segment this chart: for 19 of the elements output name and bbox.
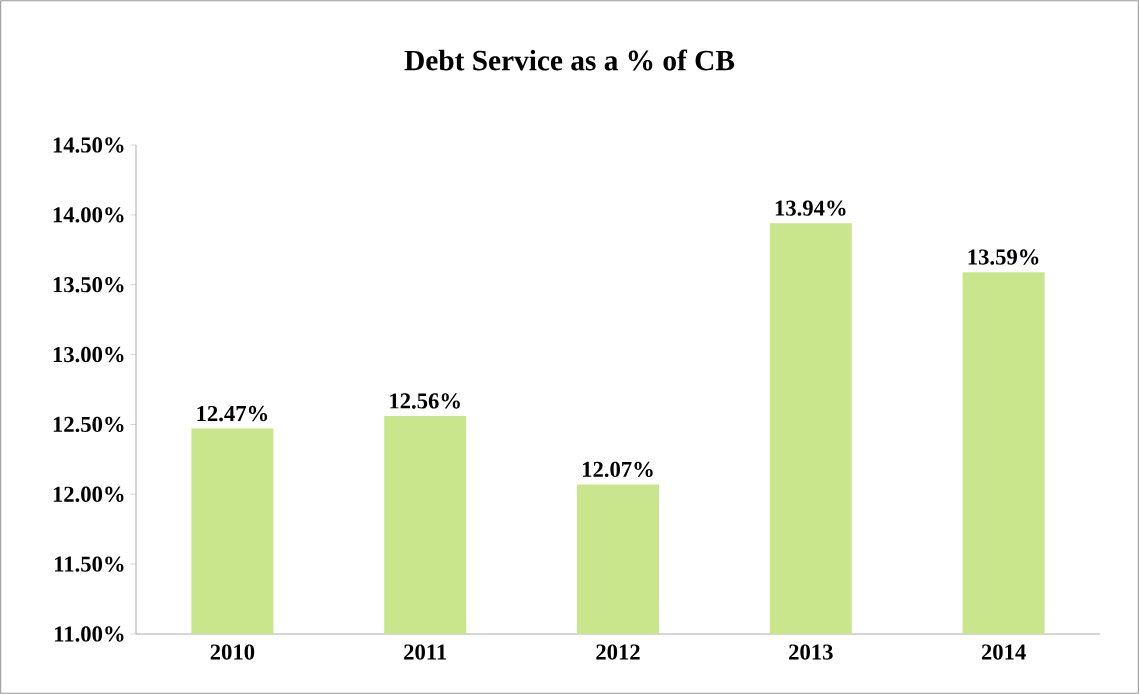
y-tick-label: 12.50% [53, 416, 124, 433]
y-tick-label: 14.00% [53, 207, 124, 223]
x-tick-label: 2010 [210, 644, 255, 660]
y-tick-label: 11.50% [55, 556, 124, 572]
x-tick-label: 2011 [404, 644, 447, 660]
data-label: 12.07% [582, 461, 653, 478]
x-tick-label: 2014 [981, 644, 1026, 660]
y-tick-label: 12.00% [53, 486, 124, 502]
x-tick-label: 2013 [789, 644, 833, 660]
data-label: 12.47% [197, 405, 268, 422]
y-tick-label: 14.50% [53, 137, 124, 153]
y-tick-label: 11.00% [55, 626, 124, 642]
chart-title: Debt Service as a % of CB [404, 49, 735, 71]
data-label: 13.94% [775, 200, 846, 216]
y-tick-label: 13.50% [53, 277, 124, 293]
data-label: 13.59% [968, 249, 1039, 265]
x-tick-label: 2012 [596, 644, 640, 660]
data-label: 12.56% [390, 393, 460, 409]
y-tick-label: 13.00% [53, 346, 124, 363]
